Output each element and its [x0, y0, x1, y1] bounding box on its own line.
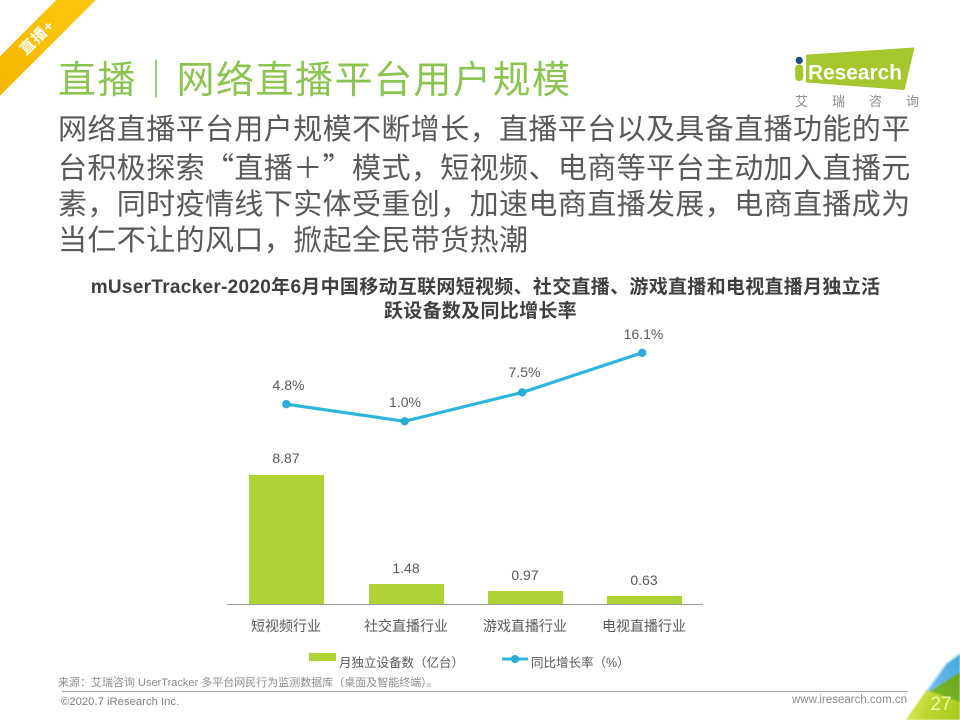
svg-text:Research: Research: [808, 61, 902, 85]
svg-text:艾瑞咨询: 艾瑞咨询: [795, 94, 930, 109]
svg-text:27: 27: [930, 694, 951, 715]
